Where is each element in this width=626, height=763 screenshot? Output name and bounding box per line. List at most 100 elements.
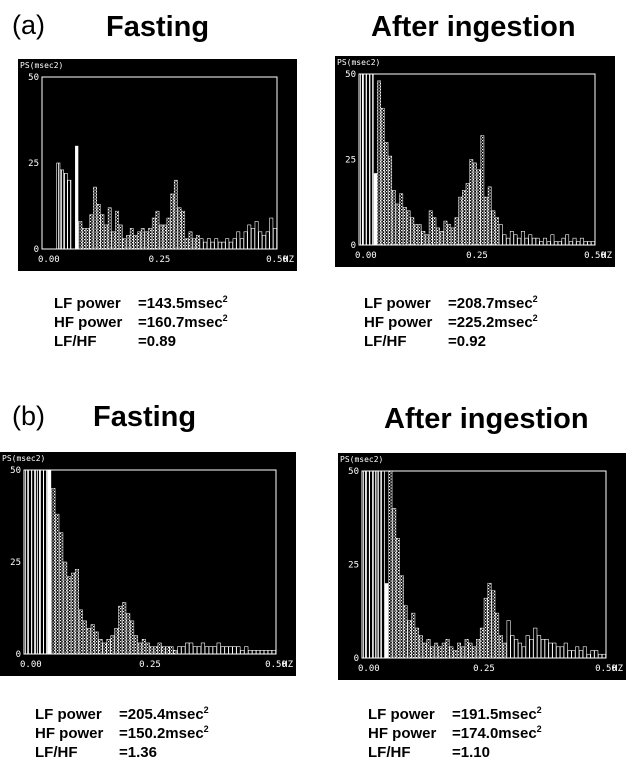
spectrum-bar [550,234,555,246]
spectrum-bar [575,646,580,659]
spectrum-bar [388,155,393,246]
x-axis-label: HZ [283,255,294,265]
spectrum-bar [148,228,152,250]
spectrum-bar [177,646,182,655]
spectrum-bar [407,620,412,659]
spectrum-bar [362,73,367,246]
spectrum-bar [104,224,108,250]
spectrum-bar [432,217,437,246]
spectrum-bar [71,572,76,655]
stat-name: HF power [368,725,437,742]
spectrum-bar [107,207,112,250]
spectrum-bar [377,80,381,246]
spectrum-bar [384,583,389,658]
spectrum-bar [487,582,492,659]
spectrum-bar [51,488,56,655]
spectrum-bar [457,642,461,659]
spectrum-bar [509,231,514,246]
spectrum-bar [376,470,381,659]
spectrum-bar [189,642,194,655]
spectrum-bar [484,196,488,246]
spectrum-bar [63,173,68,250]
spectrum-bar [548,642,553,659]
stat-value: =205.4msec2 [119,705,209,724]
spectrum-bar [196,646,202,655]
spectrum-bar [82,228,86,250]
spectrum-bar [568,241,573,246]
spectrum-bar [411,612,416,659]
spectrum-bar [579,237,584,246]
y-tick-label: 0 [16,650,21,660]
spectrum-bar [518,642,523,659]
spectrum-bar [86,627,91,655]
spectrum-bar [31,469,36,655]
spectrum-bar [535,237,540,246]
spectrum-bar [228,646,233,655]
x-tick-label: 0.50 [266,255,288,265]
stat-value: =160.7msec2 [138,313,228,332]
spectrum-plot-a-fasting: 0 25 50 PS(msec2) 0.00 0.25 0.50 HZ [18,59,297,271]
spectrum-bar [361,470,366,659]
stat-value: =0.89 [138,333,176,350]
spectrum-bar [483,597,488,659]
spectrum-bar [200,642,206,655]
y-tick-label: 25 [10,558,21,568]
spectrum-bar [243,231,248,250]
spectrum-bar [410,217,415,246]
spectrum-bar [525,635,530,659]
spectrum-bar [443,220,448,246]
spectrum-bar [269,217,274,250]
spectrum-bar [60,169,64,250]
spectrum-bar [528,234,533,246]
spectrum-bar [552,642,557,659]
spectrum-bar [524,237,529,246]
spectrum-bar [582,646,587,659]
spectrum-bar [506,237,511,246]
spectrum-bar [453,650,458,659]
spectrum-bar [445,639,450,659]
y-tick-label: 50 [348,467,359,477]
x-tick-label: 0.50 [595,664,617,674]
spectrum-bar [572,237,577,246]
spectrum-bar [583,241,588,246]
spectrum-bar [598,653,603,659]
spectrum-bar [392,508,397,659]
spectrum-bar [587,241,592,246]
spectrum-bar [273,228,277,250]
spectrum-bar [591,241,595,246]
spectrum-bar [228,241,233,250]
spectrum-bar [130,620,135,655]
title-a-after: After ingestion [371,11,576,43]
spectrum-bar [556,646,561,659]
spectrum-bar [559,646,564,659]
spectrum-bar [543,237,547,246]
spectrum-bar [540,639,545,659]
spectrum-bar [533,627,538,659]
spectrum-bar [421,231,426,246]
spectrum-bar [502,642,507,659]
spectrum-bar [373,173,378,245]
spectrum-bar [399,193,404,246]
spectrum-bar [89,214,94,250]
title-b-fasting: Fasting [93,401,197,433]
stat-name: LF power [364,295,431,312]
spectrum-bar [450,227,455,246]
spectrum-bar [43,469,48,655]
spectrum-bar [181,646,186,655]
y-tick-label: 25 [348,561,359,571]
spectrum-bar [373,470,378,659]
spectrum-bar [98,639,103,655]
spectrum-bar [265,231,270,250]
spectrum-bar [153,646,158,655]
x-tick-label: 0.25 [473,664,495,674]
spectrum-bar [210,241,215,250]
spectrum-bar [100,214,105,250]
spectrum-bar [59,532,64,655]
spectrum-bar [499,635,503,659]
spectrum-bar [247,224,252,250]
y-tick-label: 25 [28,159,39,169]
spectrum-bar [447,224,452,246]
spectrum-bar [252,650,257,655]
spectrum-bar [236,231,241,250]
spectrum-bar [358,73,363,246]
